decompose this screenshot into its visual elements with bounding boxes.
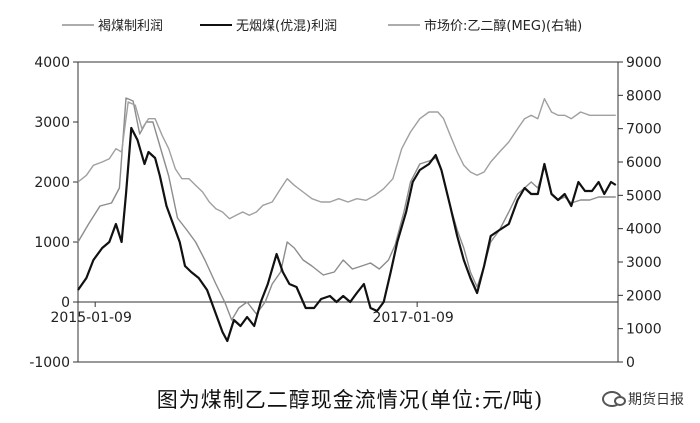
right-tick-label: 3000 xyxy=(626,255,662,271)
left-tick-label: 0 xyxy=(61,295,70,311)
legend: 褐煤制利润 无烟煤(优混)利润 市场价:乙二醇(MEG)(右轴) xyxy=(62,18,582,34)
right-tick-label: 0 xyxy=(626,355,635,371)
chart-svg: 褐煤制利润 无烟煤(优混)利润 市场价:乙二醇(MEG)(右轴) -1000 0 100… xyxy=(29,18,661,371)
series-line-3 xyxy=(77,98,616,220)
series-line-2 xyxy=(77,126,617,343)
legend-label-1: 褐煤制利润 xyxy=(98,19,163,34)
left-tick-label: 1000 xyxy=(34,235,70,251)
right-tick-label: 4000 xyxy=(626,222,662,238)
left-tick-label: 4000 xyxy=(34,55,70,71)
left-tick-label: 3000 xyxy=(34,115,70,131)
chart-caption: 图为煤制乙二醇现金流情况(单位:元/吨) xyxy=(156,388,544,412)
wechat-icon xyxy=(602,391,626,407)
left-tick-label: -1000 xyxy=(29,355,70,371)
legend-label-3: 市场价:乙二醇(MEG)(右轴) xyxy=(424,18,582,34)
right-tick-label: 9000 xyxy=(626,55,662,71)
right-tick-label: 8000 xyxy=(626,88,662,104)
right-tick-label: 7000 xyxy=(626,122,662,138)
right-tick-label: 1000 xyxy=(626,322,662,338)
right-tick-label: 2000 xyxy=(626,288,662,304)
legend-label-2: 无烟煤(优混)利润 xyxy=(236,19,337,34)
series-line-1 xyxy=(77,97,616,321)
watermark-text: 期货日报 xyxy=(628,392,684,408)
plot-frame xyxy=(77,61,619,363)
right-tick-label: 6000 xyxy=(626,155,662,171)
right-tick-label: 5000 xyxy=(626,188,662,204)
left-tick-label: 2000 xyxy=(34,175,70,191)
x-tick-label: 2015-01-09 xyxy=(50,310,131,326)
watermark: 期货日报 xyxy=(602,389,684,409)
axes: -1000 0 1000 2000 3000 4000 0 1000 2000 3000 4000 5… xyxy=(29,55,661,371)
x-tick-label: 2017-01-09 xyxy=(372,310,453,326)
series-group xyxy=(77,97,617,343)
